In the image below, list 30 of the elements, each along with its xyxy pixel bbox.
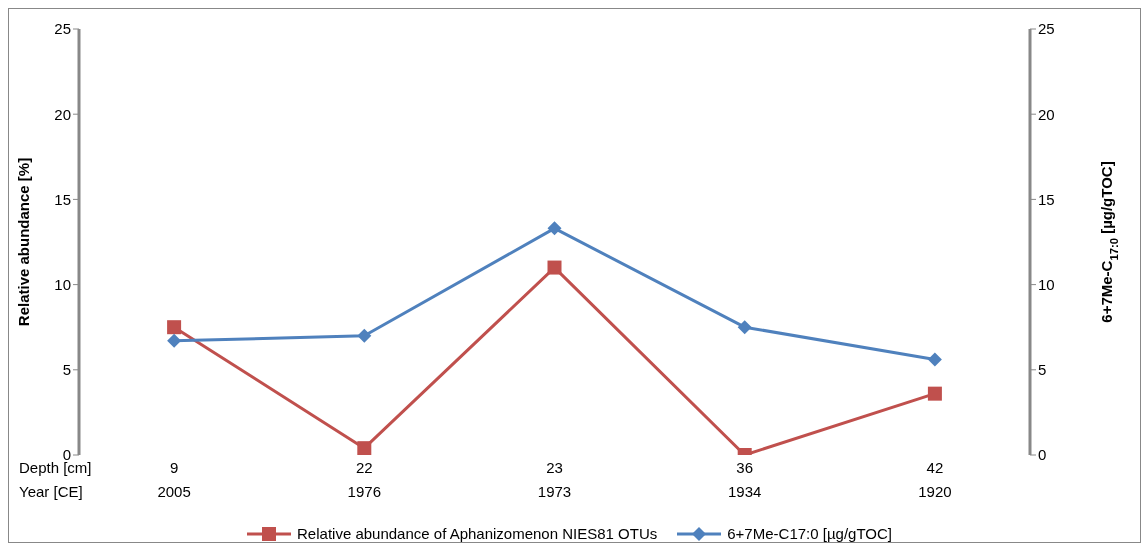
point: [547, 260, 562, 275]
legend-label: 6+7Me-C17:0 [µg/gTOC]: [727, 525, 892, 542]
y2-tick-label: 25: [1038, 20, 1055, 38]
point: [167, 333, 182, 348]
x-tick-label: 42 1920: [918, 459, 952, 500]
y2-tick-label: 10: [1038, 275, 1055, 293]
point: [547, 221, 562, 236]
y2-tick-label: 15: [1038, 190, 1055, 208]
x-tick-label: 36 1934: [728, 459, 762, 500]
y-axis-title: Relative abundance [%]: [15, 157, 32, 327]
point: [357, 328, 372, 343]
y-tick-label: 5: [62, 361, 71, 379]
y-tick-label: 25: [54, 20, 71, 38]
legend-label: Relative abundance of Aphanizomenon NIES81 OTUs: [297, 525, 658, 542]
y-tick-label: 10: [54, 275, 71, 293]
text: Depth [cm]: [19, 459, 92, 476]
text: Year [CE]: [19, 483, 83, 500]
y-tick-label: 20: [54, 105, 71, 123]
y-tick-label: 15: [54, 190, 71, 208]
x-tick-label: 23 1973: [537, 459, 572, 500]
y2-tick-label: 0: [1038, 446, 1047, 464]
x-tick-label: 22 1976: [347, 459, 381, 500]
x-tick-label: 9 2005: [157, 459, 191, 500]
point: [737, 320, 752, 335]
point: [927, 352, 942, 367]
point: [357, 441, 372, 455]
point: [927, 386, 942, 401]
y2-tick-label: 20: [1038, 105, 1055, 123]
y2-tick-label: 5: [1038, 361, 1047, 379]
point: [167, 320, 182, 335]
